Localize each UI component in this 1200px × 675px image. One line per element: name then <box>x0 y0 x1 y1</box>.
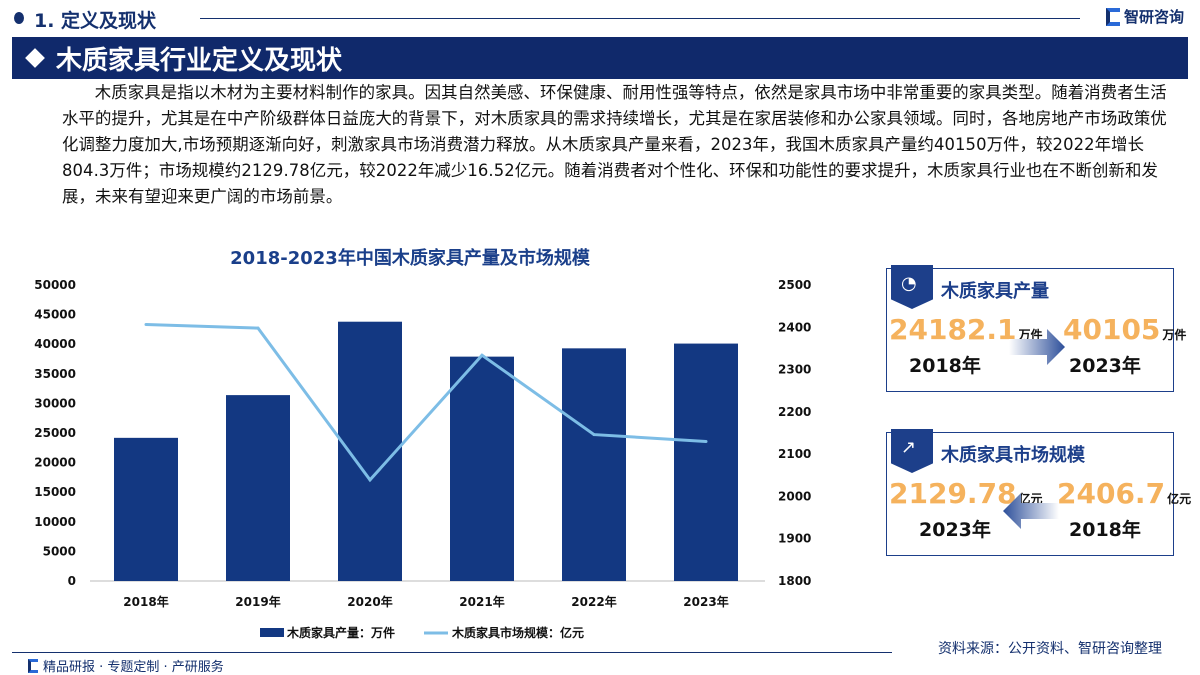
end-value: 40105 万件 <box>1063 313 1187 346</box>
y-right-tick: 2400 <box>778 320 811 334</box>
y-right-tick: 1800 <box>778 574 811 588</box>
legend-bar-label: 木质家具产量：万件 <box>286 625 395 640</box>
source-note: 资料来源：公开资料、智研咨询整理 <box>938 641 1162 657</box>
page-title: 木质家具行业定义及现状 <box>12 37 1188 79</box>
chart-title: 2018-2023年中国木质家具产量及市场规模 <box>230 248 590 269</box>
y-right-tick: 2500 <box>778 278 811 292</box>
bar-growth-icon: ↗ <box>891 429 933 473</box>
y-left-tick: 25000 <box>34 426 76 440</box>
card-title: 木质家具产量 <box>941 281 1049 302</box>
pie-chart-icon: ◔ <box>891 265 933 309</box>
bar <box>450 356 514 581</box>
legend-bar-swatch <box>260 628 284 637</box>
x-tick: 2023年 <box>683 594 728 609</box>
line-point <box>144 322 148 326</box>
y-left-tick: 40000 <box>34 337 76 351</box>
diamond-icon <box>25 48 45 68</box>
top-bar: 1. 定义及现状 智研咨询 <box>0 0 1200 36</box>
y-left-tick: 10000 <box>34 515 76 529</box>
arrow-left-icon <box>1003 493 1059 529</box>
y-right-tick: 2300 <box>778 363 811 377</box>
x-tick: 2020年 <box>347 594 392 609</box>
y-left-tick: 15000 <box>34 485 76 499</box>
y-right-tick: 1900 <box>778 532 811 546</box>
market-size-card: ↗ 木质家具市场规模 2129.78 亿元 2023年 2406.7 亿元 2018… <box>886 429 1191 556</box>
y-left-tick: 0 <box>68 574 76 588</box>
end-year: 2023年 <box>919 519 991 541</box>
brand-name: 智研咨询 <box>1123 8 1184 26</box>
end-year: 2023年 <box>1069 355 1141 377</box>
end-value: 2129.78 亿元 <box>889 477 1043 510</box>
x-tick: 2019年 <box>235 594 280 609</box>
divider <box>12 652 892 653</box>
divider <box>200 18 1080 19</box>
start-year: 2018年 <box>1069 519 1141 541</box>
bar <box>114 437 178 581</box>
bar <box>674 343 738 581</box>
logo-icon <box>28 658 38 673</box>
bar <box>226 395 290 581</box>
combo-chart: 0 5000 10000 15000 20000 25000 30000 35000 40000… <box>34 278 811 640</box>
x-tick: 2018年 <box>123 594 168 609</box>
tagline: 精品研报 · 专题定制 · 产研服务 <box>43 660 224 675</box>
market-size-line <box>145 322 707 483</box>
line-point <box>704 440 708 444</box>
y-right-tick: 2000 <box>778 489 811 503</box>
start-value: 2406.7 亿元 <box>1057 477 1192 510</box>
line-point <box>256 326 260 330</box>
x-tick: 2022年 <box>571 594 616 609</box>
bullet-icon <box>14 12 24 24</box>
start-year: 2018年 <box>909 355 981 377</box>
y-right-tick: 2100 <box>778 447 811 461</box>
arrow-right-icon <box>1009 329 1065 365</box>
bar <box>562 348 626 581</box>
production-card: ◔ 木质家具产量 24182.1 万件 2018年 40105 万件 2023年 <box>886 265 1186 392</box>
x-tick: 2021年 <box>459 594 504 609</box>
y-left-tick: 5000 <box>43 544 76 558</box>
intro-paragraph: 木质家具是指以木材为主要材料制作的家具。因其自然美感、环保健康、耐用性强等特点，… <box>62 83 1167 206</box>
brand-logo: 智研咨询 <box>1105 6 1184 27</box>
footer: 精品研报 · 专题定制 · 产研服务 <box>28 656 224 675</box>
y-left-tick: 20000 <box>34 456 76 470</box>
page-title-text: 木质家具行业定义及现状 <box>56 45 343 76</box>
card-title: 木质家具市场规模 <box>941 445 1085 466</box>
y-left-tick: 50000 <box>34 278 76 292</box>
line-point <box>592 433 596 437</box>
y-right-tick: 2200 <box>778 405 811 419</box>
start-value: 24182.1 万件 <box>889 313 1043 346</box>
logo-icon <box>1105 7 1120 26</box>
y-left-tick: 45000 <box>34 308 76 322</box>
y-left-tick: 35000 <box>34 367 76 381</box>
section-title: 1. 定义及现状 <box>34 10 157 32</box>
legend-line-label: 木质家具市场规模：亿元 <box>451 625 584 640</box>
line-point <box>368 478 372 482</box>
y-left-tick: 30000 <box>34 396 76 410</box>
line-point <box>480 353 484 357</box>
